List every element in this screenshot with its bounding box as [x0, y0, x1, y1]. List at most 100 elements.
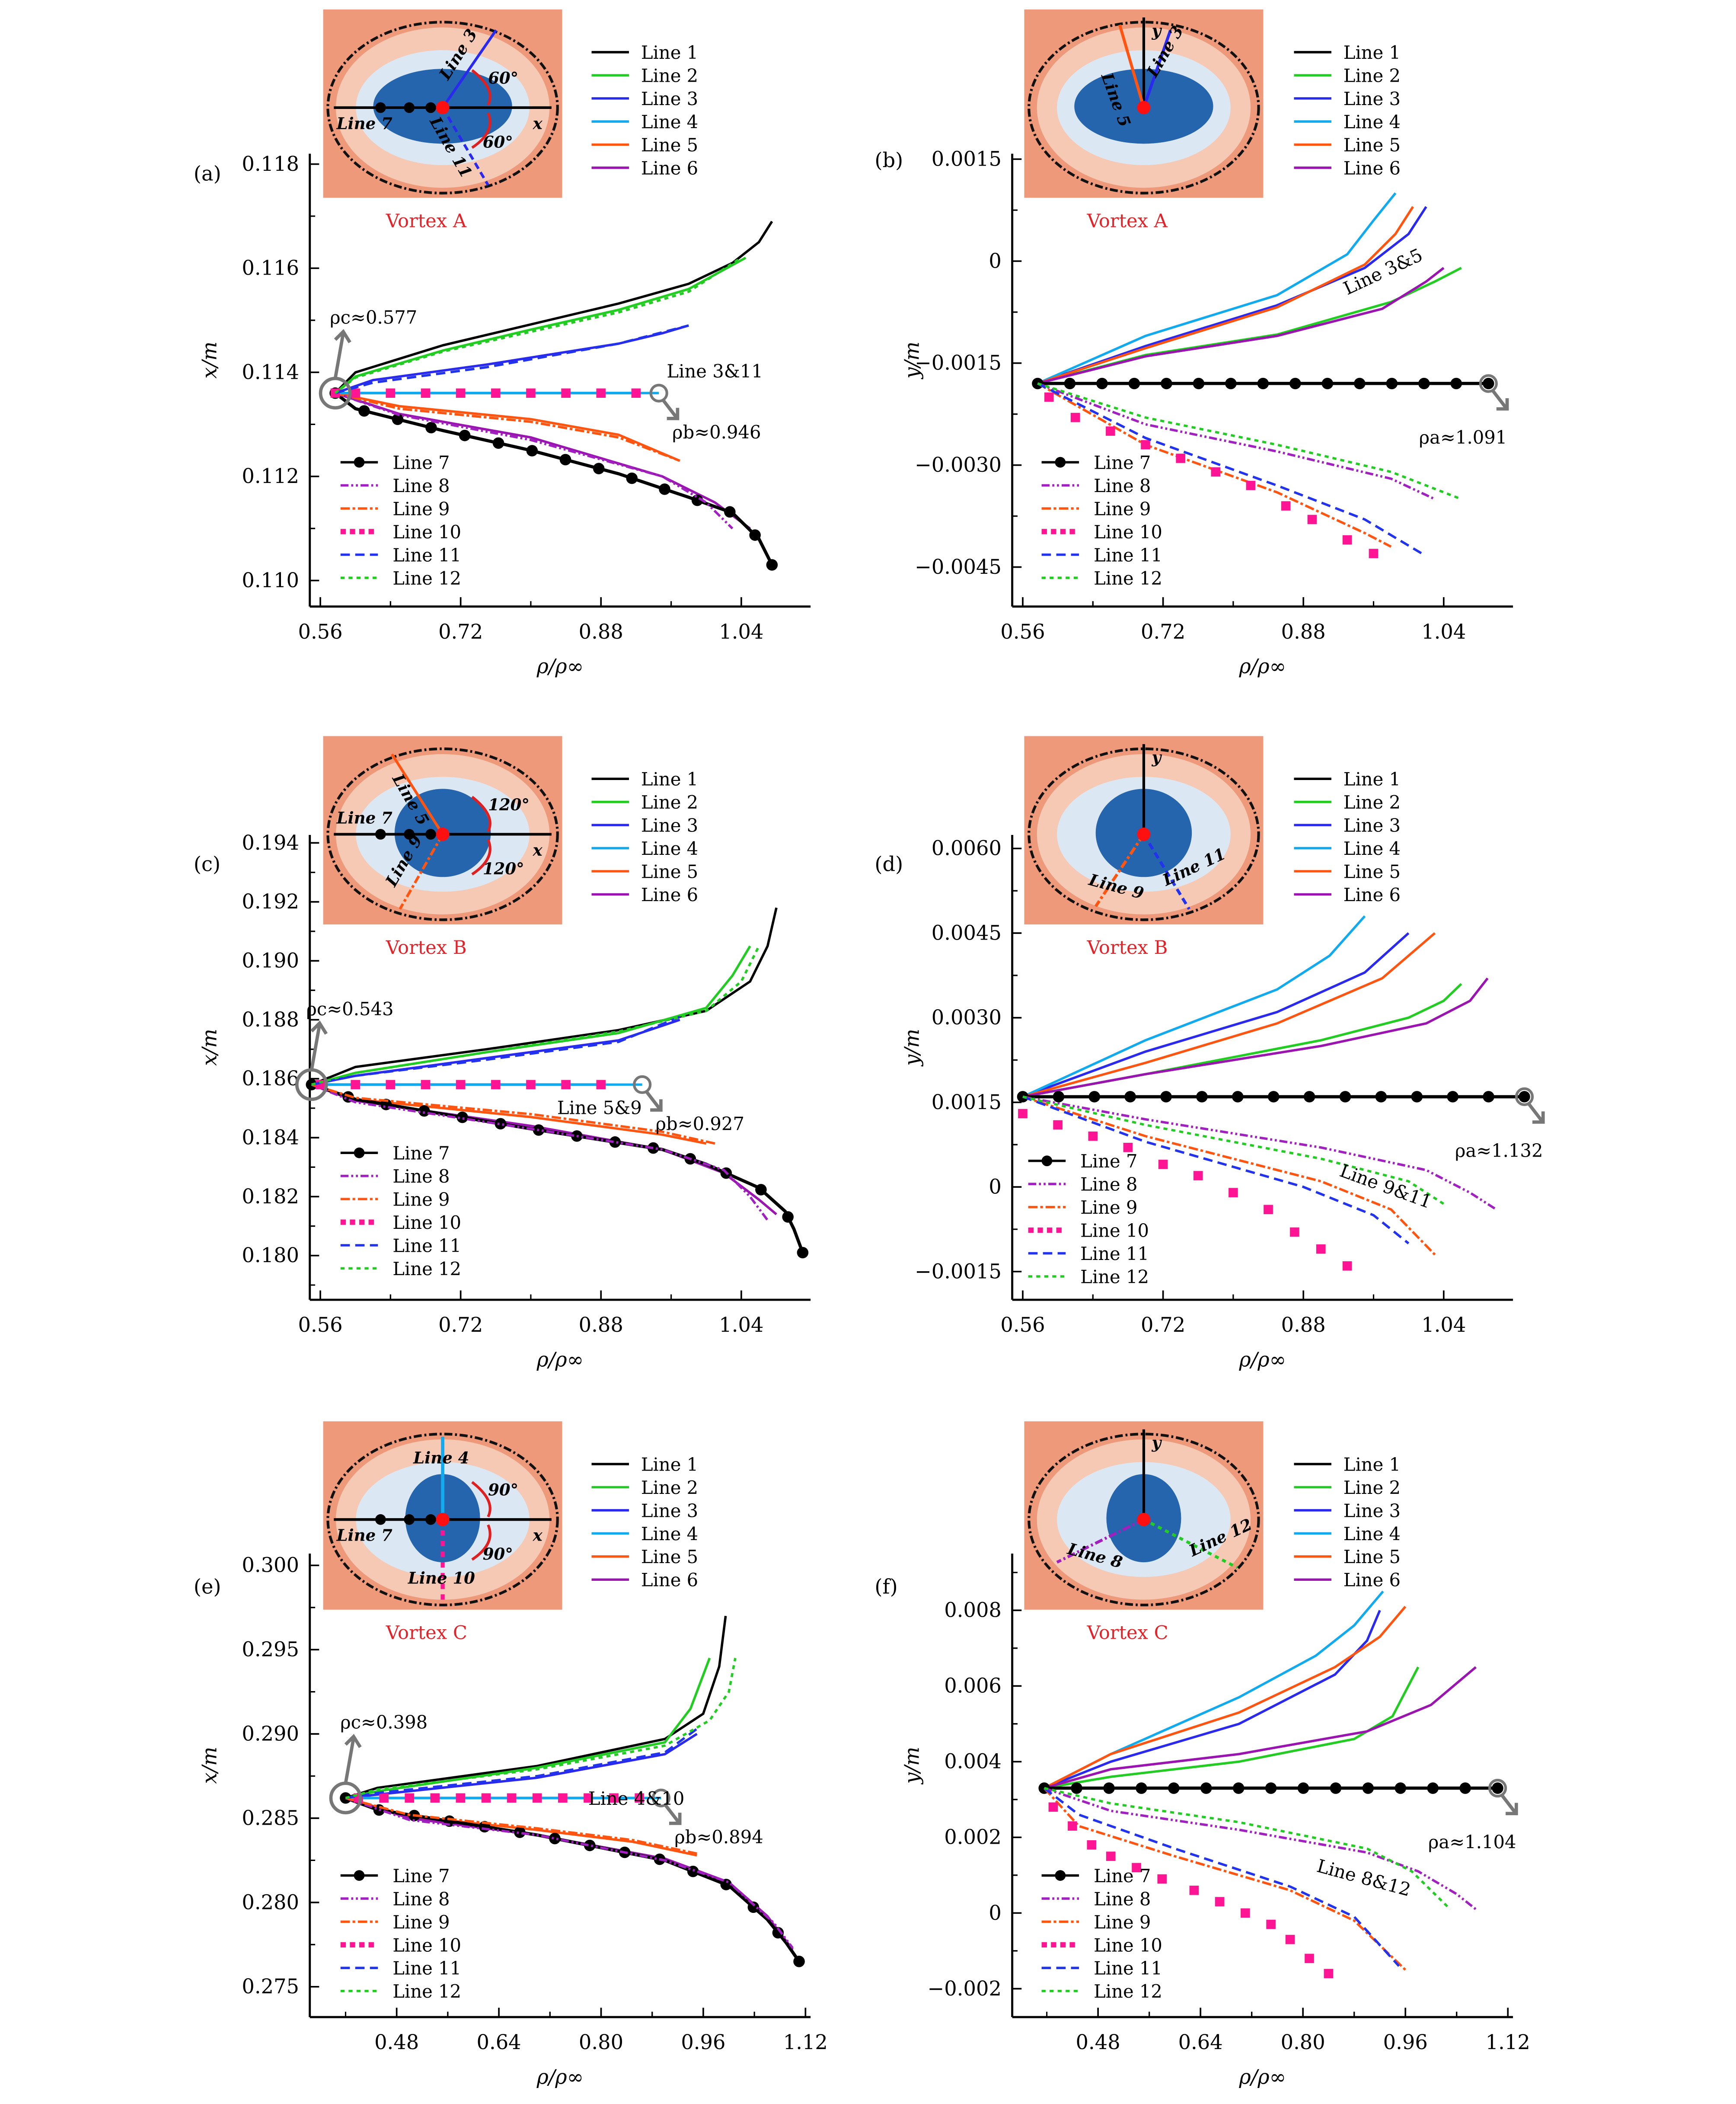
data-point [532, 1793, 542, 1803]
legend-item-label: Line 5 [641, 1546, 698, 1567]
data-point [1395, 1782, 1407, 1794]
legend-item-label: Line 7 [393, 1143, 450, 1164]
legend-item-label: Line 5 [1343, 1546, 1401, 1567]
data-point [386, 388, 396, 398]
vortex-label: Vortex C [386, 1622, 467, 1644]
data-point [1070, 412, 1080, 422]
series-line [1022, 915, 1366, 1098]
series-line-12 [1044, 1787, 1451, 1910]
origin-marker-circle [329, 1781, 362, 1815]
arrow-icon [333, 329, 351, 379]
data-point [1411, 1091, 1423, 1103]
data-point [1321, 377, 1334, 390]
inset-label: x [533, 114, 543, 133]
data-point [1418, 377, 1430, 390]
series-line [1022, 977, 1489, 1098]
legend-item-label: Line 9 [1094, 498, 1151, 519]
legend-marker [354, 1147, 365, 1158]
x-tick-label: 0.56 [1000, 620, 1045, 643]
vortex-label: Vortex A [386, 210, 467, 232]
series-line-1 [311, 907, 778, 1086]
y-tick-label: 0.186 [242, 1067, 299, 1090]
rho-b-annotation: ρb≈0.894 [674, 1826, 763, 1848]
legend-item-label: Line 2 [1343, 65, 1401, 86]
inset-boundary [1028, 1433, 1260, 1607]
series-line [1037, 382, 1462, 500]
y-tick-label: 0 [989, 1901, 1001, 1925]
inset-boundary [1028, 21, 1260, 195]
series-line-9 [1043, 1787, 1407, 1971]
y-axis-label: y/m [900, 1747, 923, 1785]
y-tick-label: 0.118 [242, 152, 299, 176]
series-line-9 [345, 1797, 697, 1855]
x-tick-label: 0.88 [579, 620, 623, 643]
data-point [1267, 1091, 1280, 1103]
x-axis-label: ρ/ρ∞ [1239, 655, 1286, 678]
legend-item-label: Line 9 [1080, 1197, 1137, 1218]
series-line [345, 1728, 698, 1800]
y-tick-label: 0.184 [242, 1126, 299, 1149]
legend-item-label: Line 3 [641, 815, 698, 836]
y-tick-label: 0.006 [944, 1674, 1002, 1698]
data-point [1161, 377, 1172, 390]
y-axis-label: x/m [198, 1029, 221, 1066]
x-tick-label: 0.56 [298, 620, 342, 643]
inset-angle-arc [471, 69, 491, 149]
line-group-annotation: Line 4&10 [588, 1788, 684, 1809]
legend-item-label: Line 5 [1343, 134, 1401, 156]
inset-center-point [436, 828, 450, 841]
data-point [421, 1080, 431, 1090]
legend-item-label: Line 8 [1094, 475, 1151, 496]
series-line-10 [354, 1793, 644, 1803]
data-point [1200, 1782, 1212, 1794]
series-line-8 [345, 1797, 794, 1949]
series-line [334, 256, 742, 394]
panel-c: 0.56 0.72 0.88 1.04 0.180 0.182 0.184 0.186 0.18… [194, 736, 811, 1372]
data-point [351, 388, 361, 398]
data-point [1193, 1171, 1203, 1180]
legend-item-label: Line 1 [641, 1454, 698, 1475]
inset-point [425, 1514, 436, 1525]
data-point [1225, 377, 1237, 390]
vortex-label: Vortex C [1087, 1622, 1168, 1644]
series-line [345, 1797, 697, 1855]
data-point [456, 1793, 466, 1803]
y-tick-label: 0.0015 [932, 1090, 1002, 1114]
data-point [1519, 1091, 1530, 1103]
series-line-4 [1037, 192, 1397, 385]
series-line [1022, 932, 1436, 1098]
inset-label: x [533, 1526, 543, 1545]
legend-item-label: Line 8 [1094, 1888, 1151, 1909]
legend-item-label: Line 11 [393, 1958, 461, 1979]
legend-item-label: Line 8 [393, 1166, 450, 1187]
inset-label: Line 4 [413, 1448, 469, 1467]
inset-angle-label: 120° [488, 795, 530, 814]
data-point [1339, 1091, 1351, 1103]
data-point [1241, 1908, 1250, 1918]
series-line [311, 1083, 715, 1145]
legend-item-label: Line 11 [393, 1235, 461, 1256]
data-point [456, 1080, 466, 1090]
inset-center-point [1137, 101, 1151, 115]
series-line [335, 324, 689, 394]
series-line-7 [329, 387, 778, 571]
data-point [635, 1793, 644, 1803]
legend-item-label: Line 7 [393, 452, 450, 473]
rho-b-annotation: ρb≈0.927 [656, 1113, 744, 1134]
data-point [1088, 1131, 1098, 1141]
y-axis-label: x/m [198, 342, 221, 379]
data-point [418, 1105, 430, 1117]
x-tick-label: 0.72 [438, 620, 483, 643]
data-point [691, 494, 703, 506]
y-tick-label: 0.008 [944, 1599, 1002, 1622]
legend-item-label: Line 6 [641, 884, 698, 905]
panel-e: 0.48 0.64 0.80 0.96 1.12 0.275 0.280 0.285 0.290… [194, 1421, 828, 2088]
data-point [584, 1793, 593, 1803]
legend-item-label: Line 12 [1094, 1981, 1162, 2002]
inset-line-11 [441, 107, 489, 186]
legend-item-label: Line 9 [1094, 1912, 1151, 1933]
y-tick-label: 0.290 [242, 1722, 299, 1746]
data-point [1157, 1874, 1167, 1884]
series-line [1044, 1605, 1407, 1789]
data-point [1211, 467, 1221, 477]
